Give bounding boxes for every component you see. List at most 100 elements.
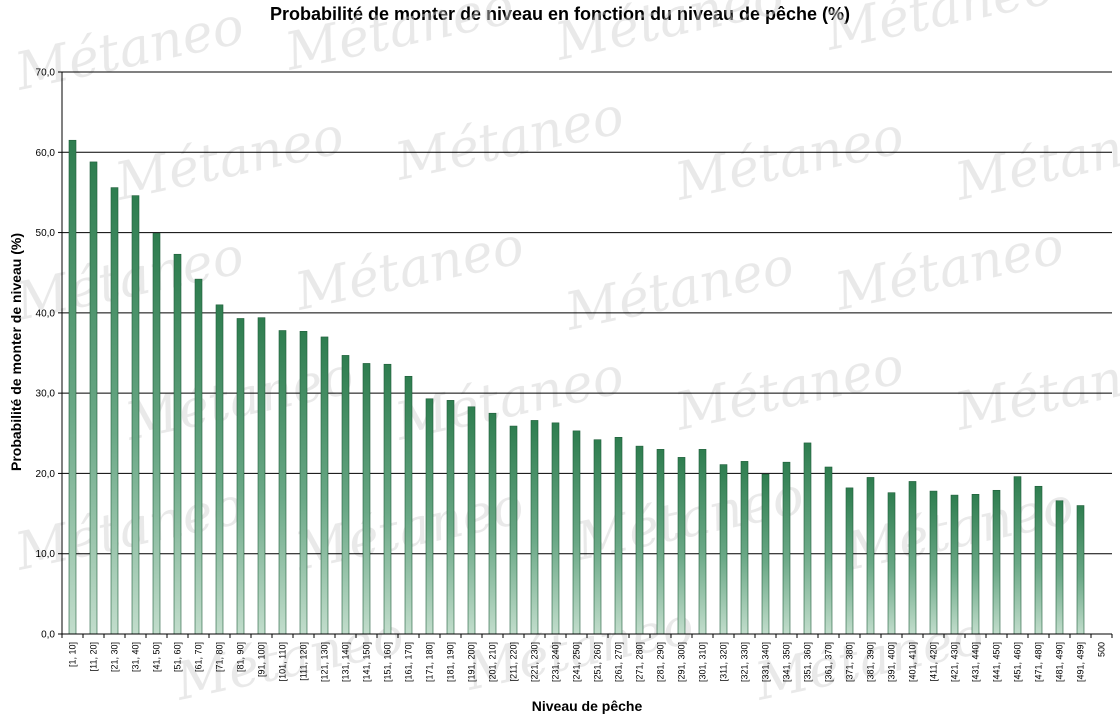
bar — [257, 317, 266, 635]
x-tick-label: [251, 260] — [593, 642, 603, 682]
bars — [68, 139, 1085, 635]
bar — [719, 464, 728, 635]
bar — [656, 449, 665, 635]
x-tick-label: [31, 40] — [131, 642, 141, 672]
bar — [635, 445, 644, 635]
watermark-text: Métaneo — [279, 0, 519, 83]
axes — [61, 72, 1113, 638]
x-axis-label: Niveau de pêche — [531, 698, 643, 714]
bar — [698, 449, 707, 635]
bar — [488, 412, 497, 635]
bar — [173, 253, 182, 635]
x-tick-label: 500 — [1097, 642, 1107, 657]
watermark-text: Métaneo — [839, 476, 1079, 583]
watermark-text: Métaneo — [819, 0, 1059, 63]
bar — [341, 355, 350, 635]
x-tick-label: [121, 130] — [320, 642, 330, 682]
x-tick-label: [241, 250] — [572, 642, 582, 682]
bar — [509, 425, 518, 635]
x-tick-label: [181, 190] — [446, 642, 456, 682]
watermark-text: Métaneo — [549, 0, 789, 73]
watermark-text: Métaneo — [949, 336, 1120, 443]
bar — [866, 477, 875, 635]
x-tick-label: [131, 140] — [341, 642, 351, 682]
bar — [845, 487, 854, 635]
x-tick-label: [101, 110] — [278, 642, 288, 681]
x-tick-label: [321, 330] — [740, 642, 750, 682]
bar — [383, 363, 392, 635]
y-tick-label: 0,0 — [41, 630, 55, 641]
bar — [887, 492, 896, 635]
x-tick-label: [451, 460] — [1013, 642, 1023, 682]
x-tick-label: [161, 170] — [404, 642, 414, 682]
bar — [761, 473, 770, 635]
watermark-text: Métaneo — [829, 216, 1069, 323]
x-tick-label: [291, 300] — [677, 642, 687, 682]
watermark-text: Métaneo — [669, 336, 909, 443]
bar — [1034, 485, 1043, 635]
y-tick-label: 40,0 — [36, 308, 56, 319]
x-tick-label: [271, 280] — [635, 642, 645, 682]
bar — [992, 489, 1001, 635]
bar — [1055, 500, 1064, 635]
x-tick-label: [421, 430] — [950, 642, 960, 682]
y-tick-labels: 0,0 10,0 20,0 30,0 40,0 50,0 60,0 70,0 — [36, 68, 56, 641]
bar — [551, 422, 560, 635]
bar — [278, 330, 287, 635]
x-tick-label: [381, 390] — [866, 642, 876, 682]
bar — [740, 461, 749, 635]
bar — [362, 363, 371, 635]
x-tick-label: [201, 210] — [488, 642, 498, 682]
x-tick-label: [61, 70] — [194, 642, 204, 672]
x-tick-label: [91, 100] — [257, 642, 267, 677]
y-tick-label: 70,0 — [36, 68, 56, 79]
bar — [152, 233, 161, 635]
bar — [530, 420, 539, 635]
bar — [131, 195, 140, 635]
x-tick-label: [341, 350] — [782, 642, 792, 682]
bar — [929, 490, 938, 635]
bar — [824, 466, 833, 635]
watermark-text: Métaneo — [9, 476, 249, 583]
x-tick-label: [491, 499] — [1076, 642, 1086, 682]
watermark-text: Métaneo — [669, 106, 909, 213]
bar — [572, 430, 581, 635]
bar — [971, 494, 980, 635]
x-tick-label: [141, 150] — [362, 642, 372, 682]
x-tick-label: [371, 380] — [845, 642, 855, 682]
bar — [446, 400, 455, 635]
bar — [320, 336, 329, 635]
y-tick-label: 50,0 — [36, 228, 56, 239]
bar — [89, 161, 98, 635]
bar — [803, 442, 812, 635]
x-tick-label: [441, 450] — [992, 642, 1002, 682]
watermark-text: Métaneo — [9, 0, 249, 103]
x-tick-label: [171, 180] — [425, 642, 435, 682]
x-tick-label: [1, 10] — [68, 642, 78, 667]
x-tick-label: [471, 480] — [1034, 642, 1044, 682]
bar — [677, 457, 686, 635]
bar — [404, 375, 413, 635]
x-tick-label: [411, 420] — [929, 642, 939, 681]
watermark-text: Métaneo — [169, 606, 409, 713]
bar — [1076, 505, 1085, 635]
watermark-text: Métaneo — [289, 216, 529, 323]
y-tick-label: 10,0 — [36, 549, 56, 560]
x-tick-label: [431, 440] — [971, 642, 981, 682]
watermark-text: Métaneo — [109, 106, 349, 213]
watermark-text: Métaneo — [569, 466, 809, 573]
x-tick-label: [221, 230] — [530, 642, 540, 682]
x-tick-label: [231, 240] — [551, 642, 561, 682]
bar — [215, 304, 224, 635]
y-tick-label: 20,0 — [36, 469, 56, 480]
x-tick-label: [111, 120] — [299, 642, 309, 681]
x-tick-label: [151, 160] — [383, 642, 393, 682]
bar — [593, 439, 602, 635]
bar — [425, 398, 434, 635]
bar — [908, 481, 917, 635]
bar — [68, 139, 77, 635]
bar — [614, 436, 623, 635]
y-tick-label: 30,0 — [36, 389, 56, 400]
bar — [299, 331, 308, 635]
bar — [194, 278, 203, 635]
